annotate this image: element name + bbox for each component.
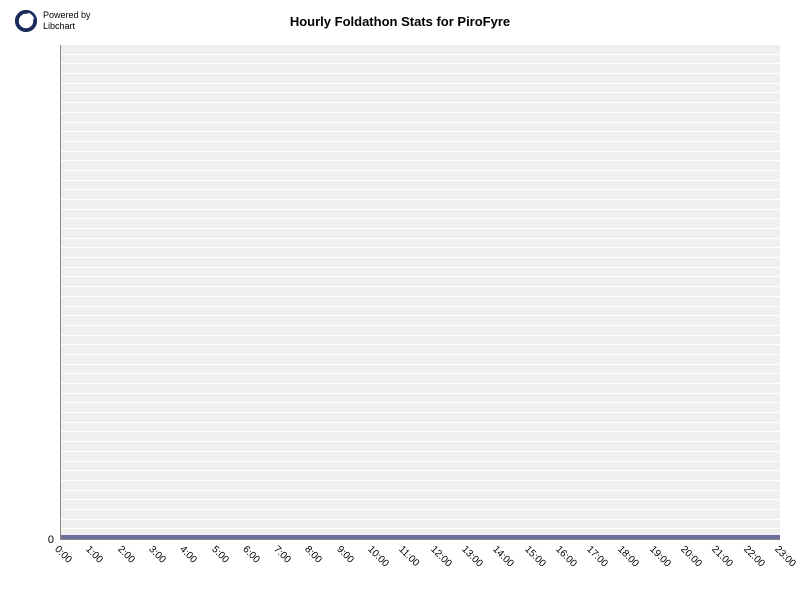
gridline	[61, 393, 780, 394]
x-tick-label: 12:00	[428, 544, 453, 569]
gridline	[61, 373, 780, 374]
x-tick-label: 7:00	[271, 544, 293, 566]
gridline	[61, 63, 780, 64]
gridline	[61, 431, 780, 432]
y-tick-label: 0	[48, 534, 54, 546]
x-tick-label: 22:00	[741, 544, 766, 569]
x-tick-label: 0:00	[52, 544, 74, 566]
gridline	[61, 296, 780, 297]
gridline	[61, 267, 780, 268]
x-tick-label: 2:00	[115, 544, 137, 566]
gridline	[61, 335, 780, 336]
gridline	[61, 112, 780, 113]
gridline	[61, 441, 780, 442]
x-tick-label: 14:00	[490, 544, 515, 569]
baseline-bar	[61, 535, 780, 539]
gridline	[61, 364, 780, 365]
powered-line1: Powered by	[43, 10, 91, 21]
x-tick-label: 17:00	[584, 544, 609, 569]
x-tick-label: 6:00	[240, 544, 262, 566]
x-tick-label: 10:00	[365, 544, 390, 569]
x-tick-label: 9:00	[334, 544, 356, 566]
gridline	[61, 131, 780, 132]
plot-area	[60, 45, 780, 540]
x-tick-label: 18:00	[616, 544, 641, 569]
gridline	[61, 180, 780, 181]
branding-area: Powered by Libchart	[15, 10, 91, 32]
x-tick-label: 20:00	[678, 544, 703, 569]
x-axis-labels: 0:001:002:003:004:005:006:007:008:009:00…	[60, 540, 780, 600]
gridline	[61, 276, 780, 277]
gridline	[61, 422, 780, 423]
x-tick-label: 19:00	[647, 544, 672, 569]
x-tick-label: 16:00	[553, 544, 578, 569]
gridline	[61, 499, 780, 500]
gridline	[61, 344, 780, 345]
x-tick-label: 8:00	[303, 544, 325, 566]
powered-by-text: Powered by Libchart	[43, 10, 91, 32]
gridline	[61, 528, 780, 529]
gridline	[61, 470, 780, 471]
gridline	[61, 461, 780, 462]
gridline	[61, 315, 780, 316]
x-tick-label: 1:00	[84, 544, 106, 566]
gridline	[61, 519, 780, 520]
gridline	[61, 228, 780, 229]
gridline	[61, 412, 780, 413]
gridline	[61, 209, 780, 210]
gridline	[61, 170, 780, 171]
chart-container: 0	[60, 45, 780, 540]
libchart-logo-icon	[15, 10, 37, 32]
gridline	[61, 451, 780, 452]
gridline	[61, 354, 780, 355]
x-tick-label: 11:00	[397, 544, 422, 569]
gridline	[61, 480, 780, 481]
x-tick-label: 21:00	[710, 544, 735, 569]
gridline	[61, 238, 780, 239]
gridline	[61, 218, 780, 219]
gridline	[61, 160, 780, 161]
gridline	[61, 92, 780, 93]
gridline	[61, 402, 780, 403]
gridline	[61, 286, 780, 287]
x-tick-label: 13:00	[459, 544, 484, 569]
gridline	[61, 325, 780, 326]
gridline	[61, 73, 780, 74]
powered-line2: Libchart	[43, 21, 91, 32]
gridline	[61, 383, 780, 384]
gridlines	[61, 45, 780, 539]
x-tick-label: 4:00	[177, 544, 199, 566]
gridline	[61, 189, 780, 190]
gridline	[61, 490, 780, 491]
x-tick-label: 3:00	[146, 544, 168, 566]
gridline	[61, 141, 780, 142]
gridline	[61, 102, 780, 103]
gridline	[61, 83, 780, 84]
gridline	[61, 122, 780, 123]
x-tick-label: 15:00	[522, 544, 547, 569]
gridline	[61, 257, 780, 258]
x-tick-label: 23:00	[772, 544, 797, 569]
gridline	[61, 247, 780, 248]
gridline	[61, 54, 780, 55]
gridline	[61, 199, 780, 200]
gridline	[61, 509, 780, 510]
gridline	[61, 151, 780, 152]
gridline	[61, 306, 780, 307]
x-tick-label: 5:00	[209, 544, 231, 566]
chart-title: Hourly Foldathon Stats for PiroFyre	[290, 14, 510, 29]
